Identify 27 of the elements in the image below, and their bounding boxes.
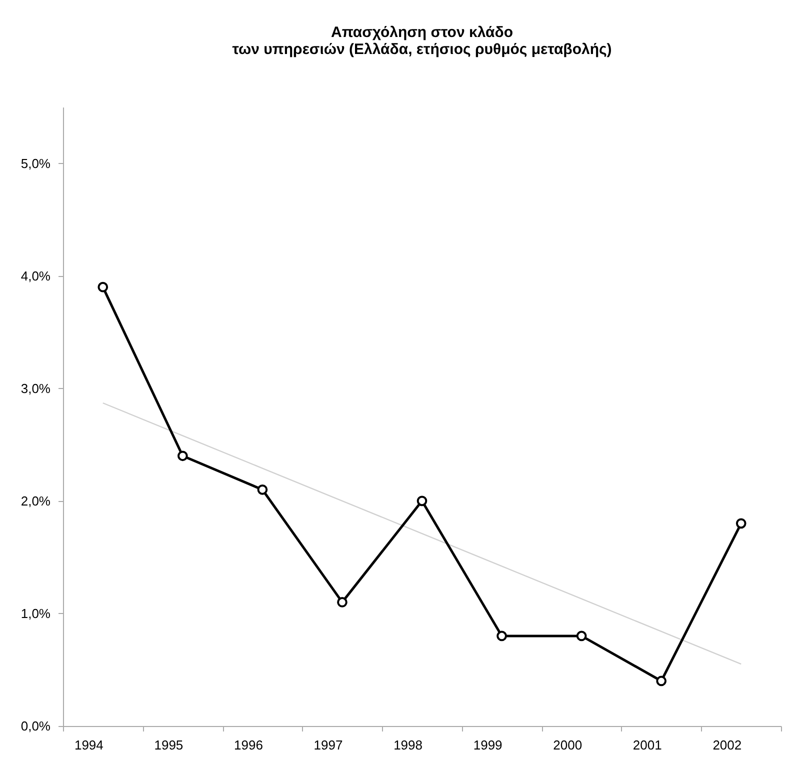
point (337, 597, 348, 608)
text: Απασχόληση στον κλάδο (331, 24, 513, 41)
x-tick-label: 1994 (74, 738, 104, 752)
point (496, 630, 507, 642)
point (736, 518, 746, 529)
point (177, 450, 188, 462)
line-series (102, 402, 742, 665)
x-tick-label: 2002 (712, 738, 742, 752)
point (98, 282, 108, 292)
x-tick-label: 1999 (473, 738, 502, 752)
x-tick-label: 1998 (394, 738, 422, 752)
y-tick-label: 4,0% (20, 268, 51, 284)
point (257, 484, 268, 495)
point (416, 496, 428, 506)
x-tick-label: 1997 (314, 738, 343, 752)
y-tick-label: 0,0% (20, 718, 51, 734)
x-tick-label: 2000 (553, 738, 582, 752)
x-tick-label: 2001 (632, 738, 662, 752)
point (656, 676, 667, 686)
text: των υπηρεσιών (Ελλάδα, ετήσιος ρυθμός μεταβολής) (232, 41, 612, 58)
y-tick-label: 5,0% (20, 156, 51, 171)
y-tick-label: 1,0% (20, 606, 51, 621)
x-tick-label: 1996 (234, 738, 263, 752)
y-tick-label: 3,0% (20, 380, 51, 396)
x-tick-label: 1995 (154, 738, 184, 752)
y-tick-label: 2,0% (20, 493, 51, 508)
point (576, 630, 587, 642)
